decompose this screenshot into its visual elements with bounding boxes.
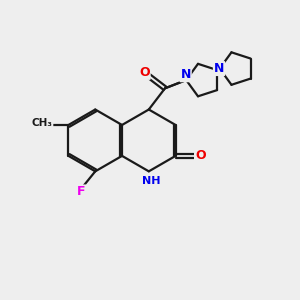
Text: O: O [139, 66, 150, 79]
Text: N: N [180, 68, 191, 81]
Text: CH₃: CH₃ [32, 118, 52, 128]
Text: N: N [214, 62, 224, 75]
Text: NH: NH [142, 176, 161, 186]
Text: F: F [77, 185, 86, 199]
Text: O: O [195, 149, 206, 162]
